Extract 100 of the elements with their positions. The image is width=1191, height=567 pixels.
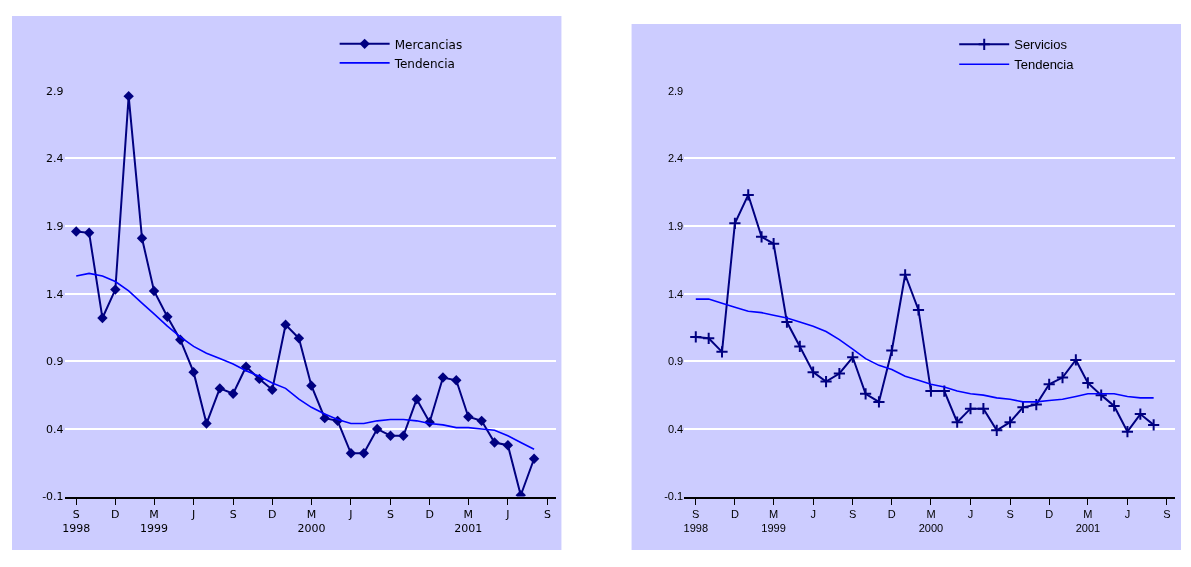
point: [463, 411, 474, 422]
point: [110, 284, 121, 295]
point: [227, 388, 239, 399]
point: [1094, 388, 1108, 402]
point: [411, 394, 422, 405]
y-tick-label: 1.9: [667, 219, 684, 232]
point: [1003, 415, 1017, 429]
point: [859, 387, 873, 401]
y-tick-label: 2.9: [667, 84, 684, 97]
point: [280, 319, 291, 330]
point: [136, 233, 148, 244]
point: [846, 350, 860, 364]
point: [1107, 399, 1121, 413]
point: [97, 312, 108, 324]
y-tick-label: 0.9: [46, 355, 64, 369]
point: [741, 188, 755, 202]
point: [188, 366, 199, 378]
x-tick-label: S 1998: [683, 507, 709, 535]
y-tick-label: 1.4: [667, 287, 684, 300]
point: [1069, 353, 1083, 367]
point: [898, 268, 912, 282]
x-tick-label: D: [730, 507, 739, 520]
line-series: [694, 298, 1155, 403]
point: [293, 333, 305, 344]
point: [345, 448, 357, 459]
point: [885, 343, 899, 358]
legend-label: Tendencia: [393, 56, 455, 71]
point: [83, 227, 95, 238]
x-tick-label: M 2000: [918, 507, 944, 535]
point: [1081, 376, 1095, 390]
y-tick-label: -0.1: [42, 490, 64, 504]
point: [489, 437, 500, 448]
x-tick-label: M 2001: [1075, 507, 1101, 535]
y-tick-label: 2.4: [667, 152, 684, 165]
point: [476, 415, 487, 427]
point: [702, 331, 716, 345]
point: [1133, 407, 1147, 421]
point: [819, 375, 833, 389]
point: [123, 90, 134, 102]
x-tick-label: J: [190, 507, 196, 521]
point: [872, 395, 886, 409]
point: [71, 226, 82, 237]
point: [793, 339, 807, 354]
x-tick-label: S: [543, 507, 551, 521]
point: [451, 375, 462, 386]
point: [832, 366, 846, 381]
x-tick-label: M 1999: [140, 507, 169, 536]
point: [358, 448, 370, 459]
point: [911, 303, 926, 317]
x-tick-label: J: [967, 507, 974, 520]
point: [754, 230, 769, 244]
x-tick-label: M 2001: [454, 507, 483, 536]
x-tick-label: S: [229, 507, 237, 521]
legend-label: Servicios: [1014, 37, 1068, 53]
point: [976, 402, 990, 416]
point: [267, 384, 278, 395]
x-tick-label: S: [849, 507, 857, 520]
point: [306, 380, 317, 391]
x-tick-label: J: [505, 507, 510, 521]
y-tick-label: 0.4: [667, 422, 684, 435]
point: [385, 430, 396, 441]
point: [963, 402, 978, 416]
x-tick-label: D: [425, 507, 434, 521]
line-series: [75, 272, 535, 451]
x-tick-label: S: [387, 507, 394, 521]
y-tick-label: 1.9: [46, 219, 64, 233]
x-tick-label: S: [1006, 507, 1014, 520]
point: [148, 285, 160, 297]
point: [1147, 418, 1161, 432]
x-tick-label: S 1998: [62, 507, 91, 536]
x-tick-label: D: [268, 507, 277, 521]
point: [715, 345, 729, 359]
point: [528, 453, 540, 464]
point: [689, 330, 703, 344]
point: [1055, 370, 1070, 385]
point: [162, 311, 173, 322]
x-tick-label: D: [1045, 507, 1054, 520]
point: [1042, 377, 1056, 391]
x-tick-label: J: [810, 507, 816, 520]
point: [728, 216, 742, 230]
y-tick-label: 0.9: [667, 355, 684, 368]
point: [950, 415, 964, 429]
point: [398, 430, 409, 441]
x-tick-label: D: [887, 507, 896, 520]
x-tick-label: M 2000: [297, 507, 326, 536]
point: [214, 383, 226, 394]
point: [502, 439, 514, 451]
x-tick-label: J: [1124, 507, 1131, 520]
point: [1016, 400, 1030, 414]
point: [806, 365, 820, 379]
point: [201, 418, 212, 429]
point: [1120, 425, 1135, 439]
point: [437, 372, 449, 383]
x-tick-label: S: [1163, 507, 1171, 520]
point: [767, 237, 781, 251]
x-tick-label: J: [348, 507, 353, 521]
legend-label: Mercancias: [394, 37, 463, 52]
x-tick-label: M 1999: [761, 507, 786, 535]
y-tick-label: 2.9: [46, 84, 64, 98]
y-tick-label: -0.1: [664, 490, 684, 503]
